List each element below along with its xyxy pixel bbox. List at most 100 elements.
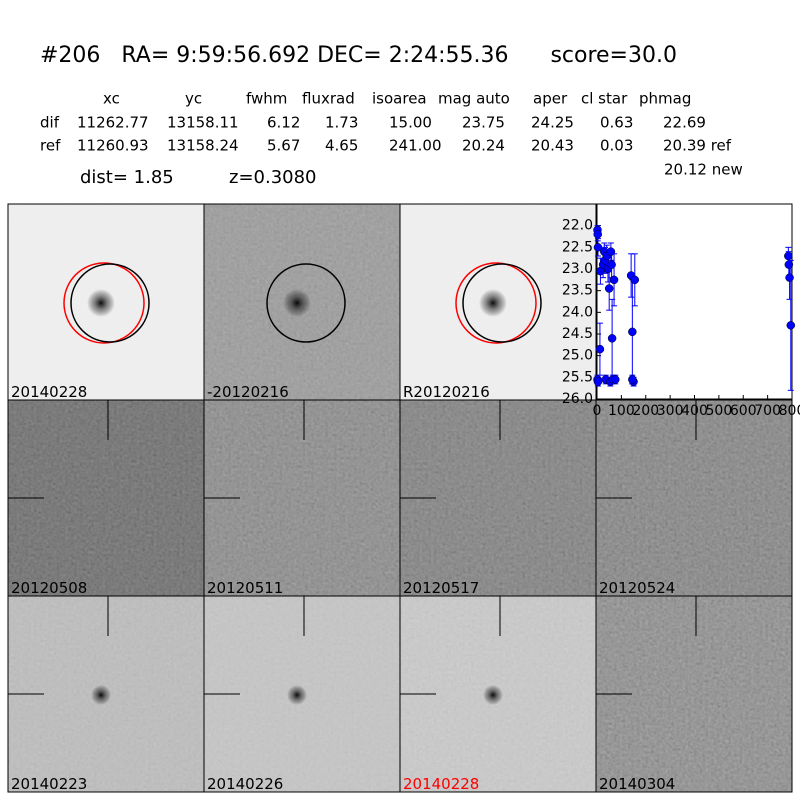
row-label: ref — [40, 137, 61, 155]
column-header: phmag — [639, 90, 691, 108]
panel-label: -20120216 — [207, 383, 289, 401]
image-panel: 20140223 — [7, 595, 205, 793]
point — [593, 230, 602, 239]
point — [609, 275, 619, 285]
x-tick-label: 300 — [657, 403, 684, 419]
point — [607, 334, 617, 343]
cell: 5.67 — [267, 137, 300, 155]
panel-frame — [595, 595, 793, 793]
x-tick-label: 700 — [754, 403, 781, 419]
source — [87, 289, 115, 317]
redshift: z=0.3080 — [229, 167, 317, 188]
source — [91, 685, 111, 705]
source — [479, 289, 507, 317]
column-header: yc — [185, 90, 202, 108]
cell: 0.63 — [600, 114, 633, 132]
cell: 23.75 — [462, 114, 505, 132]
x-tick-label: 200 — [632, 403, 659, 419]
cell: 24.25 — [531, 114, 574, 132]
column-header: cl star — [581, 90, 628, 108]
y-tick-label: 24.0 — [562, 304, 593, 320]
x-tick-label: 800 — [779, 403, 800, 419]
dif-circle — [462, 263, 542, 343]
image-panel: -20120216 — [203, 203, 401, 401]
column-header: fluxrad — [302, 90, 355, 108]
image-panel: 20140226 — [203, 595, 401, 793]
point — [593, 243, 603, 252]
image-panel: R20120216 — [399, 203, 597, 401]
y-tick-label: 25.0 — [562, 348, 593, 364]
x-tick-label: 100 — [608, 403, 635, 419]
panel-label: 20140304 — [599, 775, 675, 793]
point — [630, 275, 640, 285]
cell: 0.03 — [600, 137, 633, 155]
dif-circle — [266, 263, 346, 343]
point — [628, 327, 637, 337]
cell: 11262.77 — [77, 114, 149, 132]
panel-label: 20140228 — [403, 775, 479, 793]
point — [604, 284, 614, 293]
ref-circle — [63, 262, 145, 344]
panel-label: R20120216 — [403, 383, 490, 401]
y-tick-label: 22.5 — [562, 239, 593, 255]
cell: 13158.24 — [167, 137, 239, 155]
image-panel: 20140228 — [399, 595, 597, 793]
column-header: mag auto — [438, 90, 510, 108]
column-header: xc — [103, 90, 120, 108]
point — [628, 375, 637, 384]
cell: 1.73 — [325, 114, 358, 132]
point — [784, 260, 794, 269]
source — [287, 685, 307, 705]
cell: 13158.11 — [167, 114, 239, 132]
y-tick-label: 25.5 — [562, 369, 593, 385]
image-panel: 20120511 — [203, 399, 401, 597]
source — [283, 289, 311, 317]
point — [611, 375, 620, 384]
panel-label: 20140223 — [11, 775, 87, 793]
panel-label: 20120511 — [207, 579, 283, 597]
panel-label: 20140226 — [207, 775, 283, 793]
cell: 4.65 — [325, 137, 358, 155]
cell: 15.00 — [389, 114, 432, 132]
image-panel: 20120508 — [7, 399, 205, 597]
point — [593, 377, 603, 386]
phmag-new: 20.12 new — [664, 161, 743, 179]
source — [483, 685, 503, 705]
row-label: dif — [40, 114, 60, 132]
panel-label: 20120517 — [403, 579, 479, 597]
column-header: aper — [533, 90, 568, 108]
cell: 6.12 — [267, 114, 300, 132]
cell: 22.69 — [663, 114, 706, 132]
ref-circle — [455, 262, 537, 344]
image-panel: 20140228 — [7, 203, 205, 401]
panel-label: 20120508 — [11, 579, 87, 597]
y-tick-label: 24.5 — [562, 326, 593, 342]
point — [786, 321, 796, 330]
dist: dist= 1.85 — [80, 167, 174, 188]
image-panel: 20120517 — [399, 399, 597, 597]
x-tick-label: 600 — [730, 403, 757, 419]
cell: 20.24 — [462, 137, 505, 155]
cell: 20.43 — [531, 137, 574, 155]
cell: 11260.93 — [77, 137, 149, 155]
x-tick-label: 400 — [681, 403, 708, 419]
y-tick-label: 23.5 — [562, 283, 593, 299]
panel-label: 20140228 — [11, 383, 87, 401]
y-tick-label: 23.0 — [562, 261, 593, 277]
point — [595, 344, 605, 354]
column-header: isoarea — [372, 90, 427, 108]
image-panel: 20120524 — [595, 399, 793, 597]
y-tick-label: 22.0 — [562, 218, 593, 234]
plot-bg — [596, 203, 793, 400]
x-tick-label: 0 — [593, 403, 602, 419]
cell: 241.00 — [389, 137, 442, 155]
cell: 20.39 ref — [663, 137, 732, 155]
title: #206 RA= 9:59:56.692 DEC= 2:24:55.36 sco… — [40, 43, 677, 68]
image-panel: 20140304 — [595, 595, 793, 793]
y-tick-label: 26.0 — [562, 391, 593, 407]
point — [785, 273, 794, 282]
panel-label: 20120524 — [599, 579, 675, 597]
dif-circle — [70, 263, 150, 343]
